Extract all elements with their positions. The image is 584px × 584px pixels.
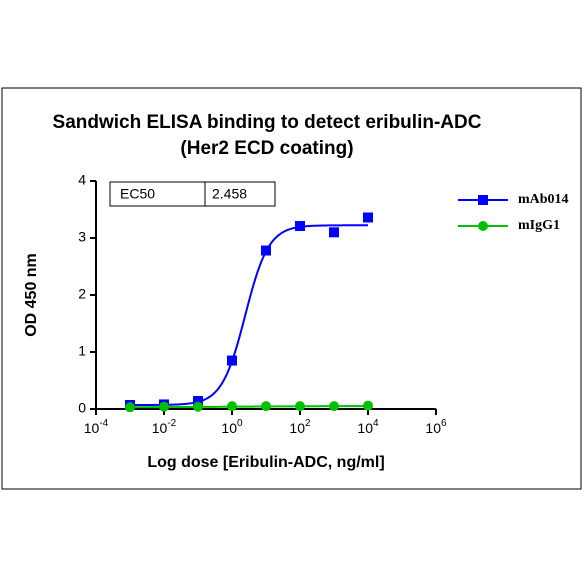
- point: [329, 227, 339, 238]
- y-tick-label: 1: [78, 343, 86, 359]
- x-tick-label: 102: [289, 418, 311, 436]
- y-tick-label: 3: [78, 229, 86, 245]
- point: [125, 402, 135, 413]
- point: [329, 401, 339, 412]
- point: [227, 401, 237, 412]
- point: [193, 396, 203, 407]
- legend-label: mIgG1: [518, 218, 560, 233]
- x-tick-label: 106: [425, 418, 447, 436]
- x-tick-label: 10-4: [84, 418, 109, 436]
- chart-subtitle: (Her2 ECD coating): [180, 138, 353, 159]
- point: [363, 400, 373, 411]
- frame: [1, 87, 582, 490]
- point: [295, 221, 305, 232]
- y-axis-label: OD 450 nm: [23, 253, 40, 337]
- chart-title: Sandwich ELISA binding to detect eribuli…: [53, 112, 482, 133]
- ec50-table: EC50 2.458: [109, 181, 276, 207]
- point: [261, 245, 271, 256]
- legend-label: mAb014: [518, 192, 569, 207]
- x-tick-label: 104: [357, 418, 379, 436]
- fit-curve: [130, 224, 368, 406]
- table-border: [109, 181, 276, 207]
- point: [227, 355, 237, 366]
- point: [295, 401, 305, 412]
- x-axis-label: Log dose [Eribulin-ADC, ng/ml]: [147, 454, 384, 471]
- y-tick-label: 4: [78, 172, 86, 188]
- point: [193, 401, 203, 412]
- table-label: EC50: [120, 186, 155, 202]
- table-value: 2.458: [212, 186, 247, 202]
- x-tick-label: 100: [221, 418, 243, 436]
- fit-curve: [130, 405, 369, 409]
- y-tick-label: 2: [78, 286, 86, 302]
- x-tick-label: 10-2: [152, 418, 177, 436]
- point: [261, 401, 271, 412]
- point: [159, 401, 169, 412]
- legend-marker: [478, 195, 488, 205]
- point: [363, 212, 373, 223]
- legend-marker: [478, 221, 488, 231]
- y-tick-label: 0: [78, 400, 86, 416]
